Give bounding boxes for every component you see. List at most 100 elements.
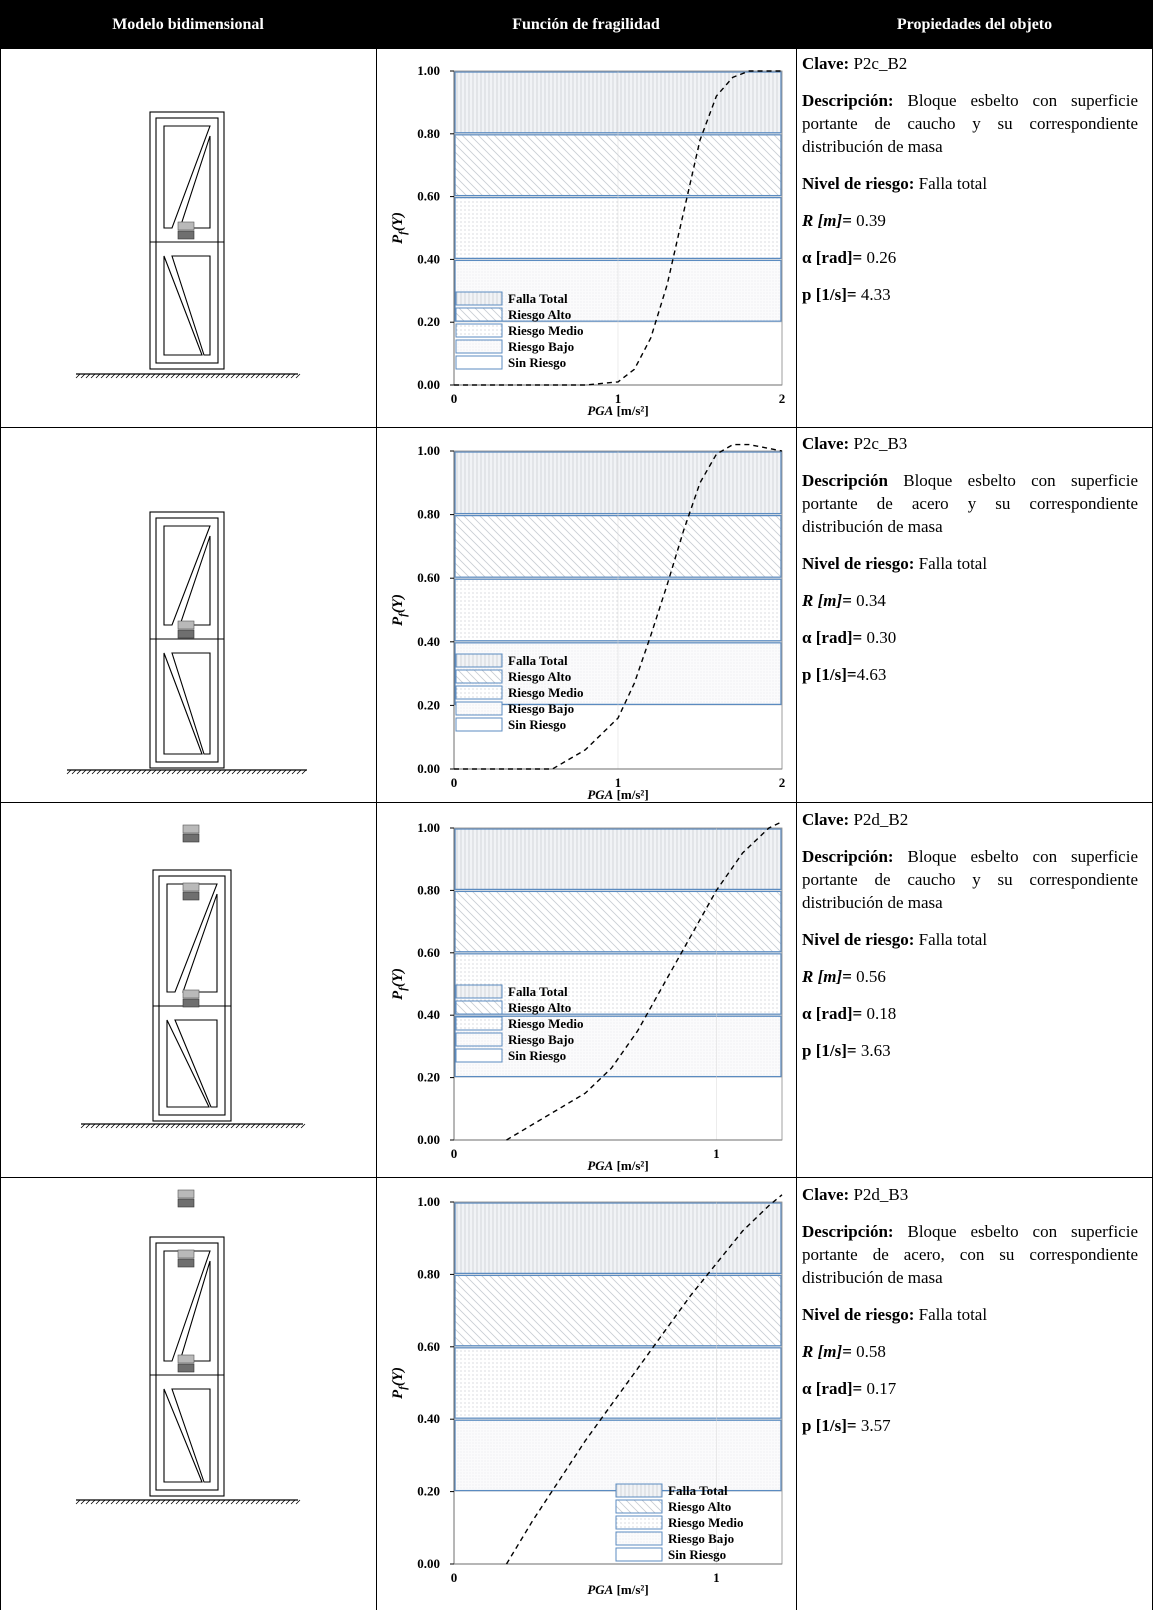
fragility-curve bbox=[454, 70, 782, 386]
prop-nivel: Nivel de riesgo: Falla total bbox=[802, 930, 988, 949]
ground-hatch bbox=[95, 1123, 101, 1129]
upper-brace-2 bbox=[179, 535, 211, 626]
ground-hatch bbox=[171, 769, 177, 775]
prop-descripcion: Descripción: Bloque esbelto con superfic… bbox=[802, 91, 1138, 156]
ground-hatch bbox=[131, 769, 137, 775]
ground-hatch bbox=[226, 769, 232, 775]
x-tick-label: 0 bbox=[451, 775, 458, 790]
row-divider-2 bbox=[0, 802, 1153, 803]
ground-hatch bbox=[85, 373, 91, 379]
ground-hatch bbox=[275, 373, 281, 379]
x-axis-title-var: PGA bbox=[587, 787, 613, 802]
ground-hatch bbox=[145, 373, 151, 379]
legend-label: Riesgo Alto bbox=[508, 669, 571, 684]
ground-hatch bbox=[250, 373, 256, 379]
object-properties: Clave: P2d_B3 Descripción: Bloque esbelt… bbox=[802, 1183, 1138, 1437]
block-outline bbox=[152, 869, 232, 1122]
legend-swatch bbox=[455, 669, 503, 684]
y-tick-label: 1.00 bbox=[417, 820, 440, 835]
fragility-chart: 0.00 0.20 0.40 0.60 0.80 1.00 0 1 2 PGA [m/s²] Pf(… bbox=[390, 63, 785, 418]
ground-hatch bbox=[165, 373, 171, 379]
ground-hatch bbox=[255, 373, 261, 379]
legend-swatch bbox=[455, 685, 503, 700]
ground-hatch bbox=[130, 1123, 136, 1129]
ground-hatch bbox=[120, 1123, 126, 1129]
ground-hatch bbox=[186, 769, 192, 775]
x-tick-label: 0 bbox=[451, 1146, 458, 1161]
ground-hatch bbox=[280, 373, 286, 379]
ground-hatch bbox=[235, 373, 241, 379]
ground-hatch bbox=[275, 1499, 281, 1505]
ground-hatch bbox=[240, 373, 246, 379]
ground-hatch bbox=[121, 769, 127, 775]
y-axis-title-sub: f bbox=[397, 612, 409, 617]
mass-block bbox=[177, 620, 195, 630]
inner-frame bbox=[155, 517, 219, 763]
outer-frame bbox=[152, 869, 232, 1122]
legend-label: Falla Total bbox=[508, 653, 568, 668]
ground-hatch bbox=[120, 1499, 126, 1505]
ground-hatch bbox=[220, 373, 226, 379]
fragility-curve bbox=[454, 443, 783, 770]
ground-hatch bbox=[245, 1499, 251, 1505]
legend-swatch bbox=[455, 323, 503, 338]
block-outline bbox=[149, 111, 225, 370]
y-axis-title: Pf(Y) bbox=[390, 212, 409, 244]
y-tick-label: 0.60 bbox=[417, 189, 440, 204]
legend-swatch bbox=[455, 717, 503, 732]
mass-block bbox=[177, 629, 195, 639]
ground-hatch bbox=[115, 1499, 121, 1505]
upper-brace-2 bbox=[179, 135, 211, 229]
ground-hatch bbox=[205, 1123, 211, 1129]
y-tick-label: 0.00 bbox=[417, 761, 440, 776]
ground-hatch bbox=[135, 373, 141, 379]
ground-hatch bbox=[196, 769, 202, 775]
prop-alpha: α [rad]= 0.26 bbox=[802, 248, 897, 267]
block-model-drawing bbox=[66, 511, 307, 775]
ground-hatch bbox=[230, 1123, 236, 1129]
ground-hatch bbox=[165, 1499, 171, 1505]
y-axis-title-arg: (Y) bbox=[390, 968, 406, 987]
ground-hatch bbox=[125, 1499, 131, 1505]
table-header: Modelo bidimensional Función de fragilid… bbox=[0, 0, 1153, 49]
ground-hatch bbox=[291, 769, 297, 775]
legend-swatch bbox=[615, 1547, 663, 1562]
y-tick-label: 0.20 bbox=[417, 314, 440, 329]
mass-block bbox=[177, 1249, 195, 1259]
y-tick-label: 1.00 bbox=[417, 63, 440, 78]
y-tick-label: 0.40 bbox=[417, 1411, 440, 1426]
ground-hatch bbox=[130, 373, 136, 379]
ground-hatch bbox=[110, 1499, 116, 1505]
x-tick-label: 2 bbox=[779, 775, 786, 790]
mass-block bbox=[177, 1354, 195, 1364]
y-axis-title-sub: f bbox=[397, 230, 409, 235]
ground-hatch bbox=[270, 1123, 276, 1129]
y-tick-label: 0.60 bbox=[417, 1339, 440, 1354]
ground-hatch bbox=[170, 1499, 176, 1505]
y-axis-title-p: P bbox=[390, 1389, 406, 1399]
legend-label: Riesgo Alto bbox=[508, 1000, 571, 1015]
ground-hatch bbox=[190, 1499, 196, 1505]
ground-hatch bbox=[140, 1123, 146, 1129]
mass-block bbox=[177, 1258, 195, 1268]
y-tick-label: 0.20 bbox=[417, 1070, 440, 1085]
ground-hatch bbox=[265, 1123, 271, 1129]
ground-hatch bbox=[96, 769, 102, 775]
ground-hatch bbox=[116, 769, 122, 775]
ground-hatch bbox=[210, 373, 216, 379]
ground-hatch bbox=[280, 1123, 286, 1129]
ground-hatch bbox=[250, 1499, 256, 1505]
ground-hatch bbox=[211, 769, 217, 775]
ground-hatch bbox=[195, 373, 201, 379]
x-tick-label: 0 bbox=[451, 1570, 458, 1585]
lower-brace-2 bbox=[174, 1019, 218, 1108]
ground-hatch bbox=[235, 1123, 241, 1129]
ground-hatch bbox=[101, 769, 107, 775]
y-tick-label: 0.20 bbox=[417, 1484, 440, 1499]
ground-hatch bbox=[90, 373, 96, 379]
ground-hatch bbox=[180, 1123, 186, 1129]
y-axis-title-sub: f bbox=[397, 1385, 409, 1390]
object-properties: Clave: P2d_B2 Descripción: Bloque esbelt… bbox=[802, 808, 1138, 1062]
prop-clave: Clave: P2d_B3 bbox=[802, 1185, 909, 1204]
legend-label: Riesgo Medio bbox=[668, 1515, 743, 1530]
